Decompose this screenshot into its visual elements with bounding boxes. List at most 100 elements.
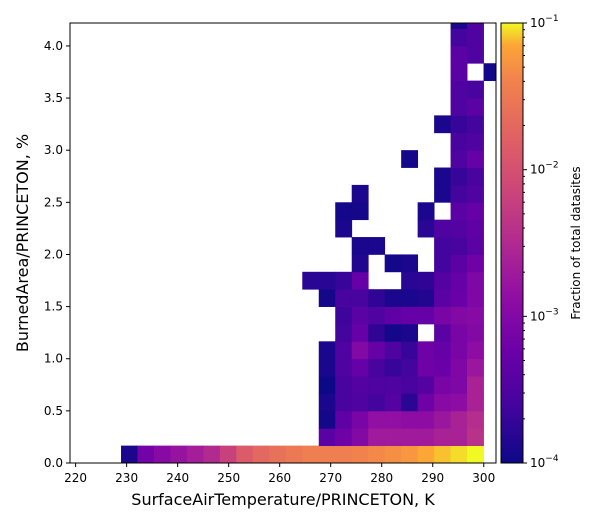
x-axis-ticks: 220 230 240 250 260 270 280 290 300 — [64, 463, 495, 485]
heatmap-cell — [318, 393, 336, 412]
heatmap-cell — [335, 445, 353, 463]
heatmap-cell — [434, 410, 451, 429]
heatmap-cell — [401, 323, 419, 342]
heatmap-cell — [252, 445, 270, 463]
heatmap-cell — [417, 358, 435, 377]
heatmap-cell — [121, 445, 138, 463]
y-tick-label: 3.5 — [44, 91, 63, 105]
heatmap-cell — [368, 323, 386, 342]
heatmap-cell — [434, 341, 451, 360]
heatmap-cell — [351, 306, 369, 325]
heatmap-cell — [236, 445, 254, 463]
heatmap-cell — [450, 132, 468, 151]
x-tick-label: 220 — [64, 471, 87, 485]
heatmap-cell — [384, 445, 402, 463]
heatmap-cell — [467, 271, 484, 290]
heatmap-cell — [384, 289, 402, 307]
heatmap-cell — [318, 445, 336, 463]
heatmap-cell — [417, 289, 435, 307]
heatmap-cell — [450, 237, 468, 255]
colorbar — [500, 22, 524, 464]
heatmap-cell — [434, 393, 451, 412]
heatmap-cell — [219, 445, 237, 463]
colorbar-tick-label: 10−3 — [530, 307, 559, 323]
heatmap-cell — [450, 63, 468, 82]
heatmap-cell — [467, 393, 484, 412]
heatmap-cell — [335, 323, 353, 342]
heatmap-cell — [384, 393, 402, 412]
heatmap-cell — [467, 410, 484, 429]
heatmap-cell — [467, 150, 484, 168]
heatmap-cell — [467, 445, 484, 463]
heatmap-cell — [384, 376, 402, 394]
heatmap-cell — [417, 410, 435, 429]
x-tick-label: 240 — [166, 471, 189, 485]
heatmap-cell — [384, 428, 402, 447]
heatmap-cell — [335, 393, 353, 412]
heatmap-cell — [451, 0, 468, 11]
x-tick-label: 280 — [370, 471, 393, 485]
heatmap-cell — [384, 306, 402, 325]
y-tick-label: 1.0 — [44, 352, 63, 366]
heatmap-cell — [450, 45, 468, 64]
heatmap-cell — [434, 289, 451, 307]
heatmap-cell — [434, 237, 451, 255]
heatmap-cell — [318, 428, 336, 447]
heatmap-cell — [335, 271, 353, 290]
heatmap-cell — [434, 254, 451, 273]
heatmap-cell — [467, 306, 484, 325]
heatmap-cell — [401, 341, 419, 360]
heatmap-cell — [351, 202, 369, 221]
heatmap-cell — [450, 184, 468, 203]
heatmap-cell — [450, 167, 468, 186]
heatmap-cell — [417, 271, 435, 290]
heatmap-cell — [434, 358, 451, 377]
heatmap-cell — [335, 306, 353, 325]
heatmap-cell — [467, 254, 484, 273]
heatmap-cell — [467, 341, 484, 360]
heatmap-cell — [434, 167, 451, 186]
heatmap-cell — [368, 410, 386, 429]
heatmap-cell — [335, 428, 353, 447]
heatmap-cell — [434, 306, 451, 325]
heatmap-cell — [450, 358, 468, 377]
heatmap-cell — [302, 445, 320, 463]
heatmap-cell — [450, 80, 468, 99]
heatmap-cell — [434, 428, 451, 447]
y-tick-label: 2.0 — [44, 247, 63, 261]
heatmap-cell — [467, 376, 484, 394]
heatmap-cell — [467, 45, 484, 64]
heatmap-cell — [450, 271, 468, 290]
heatmap-cell — [368, 306, 386, 325]
heatmap-cell — [450, 219, 468, 238]
heatmap-cell — [467, 80, 484, 99]
heatmap-cell — [335, 341, 353, 360]
heatmap-cell — [450, 428, 468, 447]
heatmap-cell — [450, 376, 468, 394]
heatmap-cell — [401, 254, 419, 273]
heatmap-cell — [401, 393, 419, 412]
x-tick-label: 260 — [268, 471, 291, 485]
heatmap-cell — [417, 428, 435, 447]
heatmap-cell — [302, 271, 320, 290]
heatmap-cell — [467, 289, 484, 307]
heatmap-cell — [351, 428, 369, 447]
heatmap-cell — [450, 445, 468, 463]
heatmap-cell — [450, 341, 468, 360]
heatmap-cell — [384, 358, 402, 377]
y-tick-label: 2.5 — [44, 195, 63, 209]
y-axis-ticks: 0.0 0.5 1.0 1.5 2.0 2.5 3.0 3.5 4.0 — [44, 39, 70, 470]
y-tick-label: 4.0 — [44, 39, 63, 53]
heatmap-cell — [401, 306, 419, 325]
plot-frame — [69, 22, 497, 464]
heatmap-cell — [450, 306, 468, 325]
heatmap-cell — [351, 323, 369, 342]
x-tick-label: 230 — [115, 471, 138, 485]
heatmap-cell — [467, 323, 484, 342]
heatmap-cell — [368, 358, 386, 377]
heatmap-cell — [137, 445, 155, 463]
heatmap-cell — [434, 323, 451, 342]
heatmap-cell — [467, 132, 484, 151]
heatmap-cell — [351, 445, 369, 463]
heatmap-cell — [467, 28, 484, 47]
